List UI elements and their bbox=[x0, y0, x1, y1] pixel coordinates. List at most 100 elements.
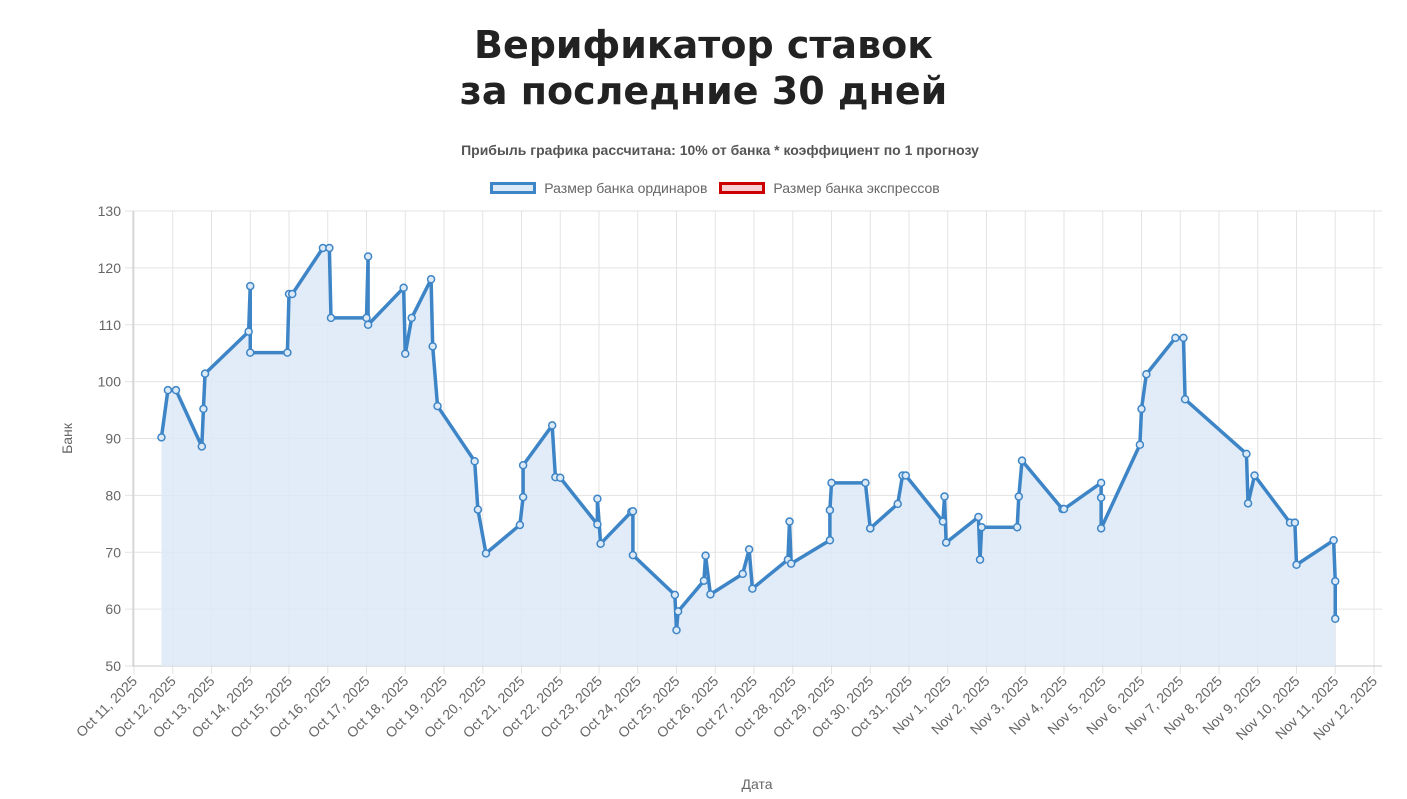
data-point[interactable] bbox=[593, 494, 602, 504]
data-point[interactable] bbox=[1014, 492, 1024, 501]
data-point[interactable] bbox=[786, 559, 796, 568]
series-points bbox=[157, 243, 1340, 635]
data-point[interactable] bbox=[326, 313, 336, 323]
data-point[interactable] bbox=[481, 549, 491, 558]
data-point[interactable] bbox=[407, 313, 416, 323]
data-point[interactable] bbox=[1243, 499, 1253, 508]
data-point[interactable] bbox=[1017, 456, 1027, 465]
data-point[interactable] bbox=[433, 401, 442, 411]
data-point[interactable] bbox=[244, 327, 253, 336]
data-point[interactable] bbox=[1096, 493, 1106, 502]
chart-legend: Размер банка ординаров Размер банка эксп… bbox=[0, 180, 1407, 196]
data-point[interactable] bbox=[547, 421, 557, 430]
data-point[interactable] bbox=[1059, 504, 1069, 514]
data-point[interactable] bbox=[283, 348, 292, 357]
data-point[interactable] bbox=[744, 545, 754, 554]
y-tick-label: 100 bbox=[98, 374, 122, 390]
legend-swatch-singles bbox=[490, 182, 537, 194]
data-point[interactable] bbox=[866, 524, 875, 533]
data-point[interactable] bbox=[518, 492, 528, 502]
data-point[interactable] bbox=[157, 433, 166, 442]
data-point[interactable] bbox=[1135, 440, 1145, 450]
data-point[interactable] bbox=[1292, 560, 1301, 570]
data-point[interactable] bbox=[974, 512, 983, 522]
data-point[interactable] bbox=[171, 385, 181, 395]
data-point[interactable] bbox=[701, 551, 710, 560]
series-line bbox=[159, 246, 1337, 632]
data-point[interactable] bbox=[363, 320, 373, 329]
data-point[interactable] bbox=[1179, 333, 1188, 343]
data-point[interactable] bbox=[977, 522, 986, 532]
data-point[interactable] bbox=[470, 457, 479, 466]
data-point[interactable] bbox=[473, 505, 483, 514]
chart-title: Верификатор ставок за последние 30 дней bbox=[0, 22, 1407, 114]
data-point[interactable] bbox=[1137, 404, 1146, 414]
data-point[interactable] bbox=[1329, 536, 1338, 545]
data-point[interactable] bbox=[1290, 518, 1300, 527]
data-point[interactable] bbox=[893, 499, 902, 509]
data-point[interactable] bbox=[975, 555, 985, 564]
chart-title-line-1: Верификатор ставок bbox=[473, 23, 934, 67]
data-point[interactable] bbox=[785, 517, 794, 526]
data-point[interactable] bbox=[1012, 522, 1022, 532]
legend-swatch-express bbox=[719, 182, 766, 194]
data-point[interactable] bbox=[362, 313, 371, 323]
data-point[interactable] bbox=[1096, 478, 1106, 488]
y-tick-label: 60 bbox=[105, 601, 121, 617]
data-point[interactable] bbox=[163, 385, 173, 395]
data-point[interactable] bbox=[363, 252, 373, 261]
data-point[interactable] bbox=[825, 536, 835, 545]
data-point[interactable] bbox=[706, 590, 715, 599]
data-point[interactable] bbox=[1331, 614, 1340, 624]
data-point[interactable] bbox=[628, 507, 638, 516]
data-point[interactable] bbox=[1250, 471, 1259, 480]
data-point[interactable] bbox=[861, 478, 870, 488]
series-line-path bbox=[159, 246, 1337, 632]
data-point[interactable] bbox=[941, 538, 951, 547]
data-point[interactable] bbox=[518, 460, 528, 470]
series-area bbox=[161, 247, 1336, 666]
y-tick-label: 80 bbox=[105, 487, 121, 503]
data-point[interactable] bbox=[1242, 449, 1251, 459]
data-point[interactable] bbox=[199, 404, 208, 414]
data-point[interactable] bbox=[1096, 524, 1106, 533]
data-point[interactable] bbox=[399, 283, 408, 293]
data-point[interactable] bbox=[287, 289, 297, 299]
data-point[interactable] bbox=[672, 625, 681, 635]
chart-subtitle: Прибыль графика рассчитана: 10% от банка… bbox=[461, 142, 979, 158]
data-point[interactable] bbox=[738, 569, 747, 579]
data-point[interactable] bbox=[1331, 577, 1340, 586]
data-point[interactable] bbox=[827, 478, 836, 488]
data-point[interactable] bbox=[825, 505, 835, 515]
y-tick-label: 130 bbox=[98, 203, 122, 219]
data-point[interactable] bbox=[673, 607, 683, 616]
data-point[interactable] bbox=[426, 275, 436, 284]
data-point[interactable] bbox=[1171, 333, 1180, 343]
y-axis-title: Банк bbox=[59, 422, 75, 454]
data-point[interactable] bbox=[593, 520, 602, 529]
data-point[interactable] bbox=[197, 442, 207, 451]
x-axis-title: Дата bbox=[741, 776, 772, 792]
data-point[interactable] bbox=[938, 517, 948, 526]
data-point[interactable] bbox=[901, 471, 911, 480]
data-point[interactable] bbox=[401, 349, 410, 359]
data-point[interactable] bbox=[628, 550, 638, 560]
legend-item-express[interactable]: Размер банка экспрессов bbox=[719, 180, 940, 196]
data-point[interactable] bbox=[1142, 369, 1151, 379]
data-point[interactable] bbox=[246, 348, 255, 357]
legend-label-express: Размер банка экспрессов bbox=[773, 180, 940, 196]
data-point[interactable] bbox=[748, 584, 757, 593]
data-point[interactable] bbox=[246, 281, 255, 291]
data-point[interactable] bbox=[515, 520, 525, 530]
data-point[interactable] bbox=[699, 576, 709, 585]
data-point[interactable] bbox=[428, 342, 437, 351]
data-point[interactable] bbox=[325, 243, 334, 253]
legend-item-singles[interactable]: Размер банка ординаров bbox=[490, 180, 707, 196]
data-point[interactable] bbox=[670, 590, 680, 600]
data-point[interactable] bbox=[940, 492, 949, 501]
data-point[interactable] bbox=[556, 473, 565, 482]
data-point[interactable] bbox=[1180, 395, 1190, 404]
data-point[interactable] bbox=[200, 369, 210, 378]
data-point[interactable] bbox=[596, 539, 605, 548]
